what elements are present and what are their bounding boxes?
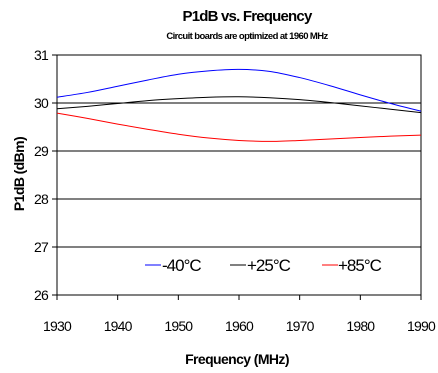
x-tick-label: 1940: [104, 318, 133, 334]
x-tick-label: 1980: [346, 318, 375, 334]
x-tick-labels: 1930 1940 1950 1960 1970 1980 1990: [43, 295, 437, 334]
x-tick-label: 1950: [164, 318, 193, 334]
y-tick-label: 30: [34, 95, 49, 111]
data-series: [56, 68, 422, 142]
x-tick-label: 1990: [407, 318, 436, 334]
chart-title: P1dB vs. Frequency: [183, 8, 313, 25]
y-tick-labels: 26 27 28 29 30 31: [34, 47, 57, 303]
y-tick-label: 31: [34, 47, 49, 63]
x-tick-label: 1970: [286, 318, 315, 334]
x-axis-title: Frequency (MHz): [185, 351, 289, 367]
x-tick-label: 1930: [43, 318, 72, 334]
legend: -40°C +25°C +85°C: [145, 256, 383, 275]
y-axis-title: P1dB (dBm): [11, 137, 27, 211]
y-tick-label: 28: [34, 191, 49, 207]
y-tick-label: 27: [34, 239, 49, 255]
legend-label: +25°C: [247, 256, 291, 275]
series-line: [56, 112, 422, 142]
series-line: [56, 96, 422, 114]
x-tick-label: 1960: [225, 318, 254, 334]
y-tick-label: 29: [34, 143, 49, 159]
y-tick-label: 26: [34, 287, 49, 303]
legend-label: -40°C: [162, 256, 201, 275]
gridlines: [57, 102, 421, 248]
chart-subtitle: Circuit boards are optimized at 1960 MHz: [166, 31, 328, 42]
legend-label: +85°C: [338, 256, 382, 275]
series-line: [56, 68, 422, 112]
